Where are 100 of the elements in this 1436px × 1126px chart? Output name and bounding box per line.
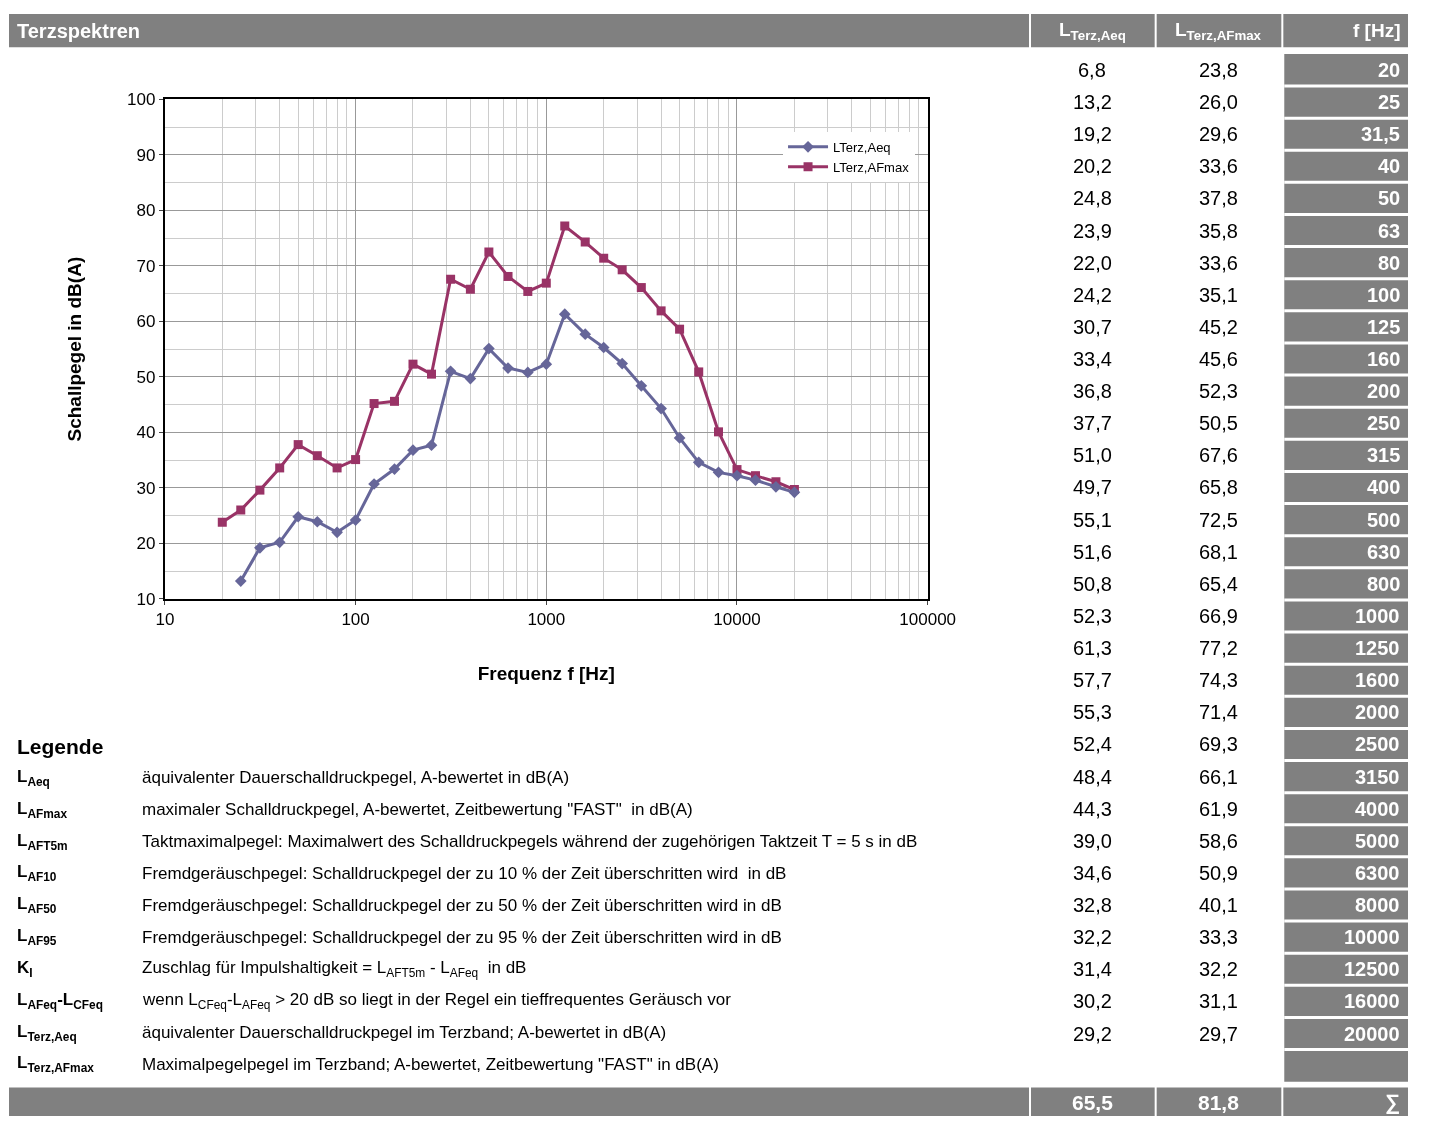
text: 32,2 — [1199, 958, 1238, 980]
text: 52,3 — [1199, 380, 1238, 402]
y-tick-label: 10 — [136, 589, 156, 609]
x-tick-label: 1000 — [527, 610, 566, 630]
text: ∑ — [1385, 1090, 1400, 1114]
text: Maximalpegelpegel im Terzband; A-bewertet, Zeitbewertung "FAST" in dB(A) — [142, 1055, 719, 1074]
y-tick-label: 50 — [136, 367, 156, 387]
point — [351, 455, 361, 465]
text: äquivalenter Dauerschalldruckpegel, A-bewertet in dB(A) — [142, 768, 570, 787]
text: 40,1 — [1199, 894, 1238, 916]
text: 71,4 — [1199, 701, 1238, 723]
text: 81,8 — [1198, 1091, 1240, 1114]
point — [311, 515, 324, 528]
x-tick-label: 100000 — [899, 610, 957, 630]
text: 24,2 — [1073, 284, 1112, 306]
text: 80 — [1378, 252, 1401, 274]
point — [788, 486, 801, 499]
y-tick-label: 80 — [136, 201, 156, 221]
y-tick-label: 30 — [136, 478, 156, 498]
point — [254, 541, 266, 554]
point — [425, 439, 438, 452]
point — [255, 485, 265, 495]
text: L$_{AFmax}$ — [17, 799, 68, 821]
text: 26,0 — [1199, 91, 1238, 113]
point — [580, 237, 590, 247]
point — [597, 341, 610, 354]
text: 45,6 — [1199, 348, 1238, 370]
text: Fremdgeräuschpegel: Schalldruckpegel der zu 95 % der Zeit überschritten wird in dB — [142, 928, 782, 947]
text: 19,2 — [1073, 123, 1112, 145]
text: 12500 — [1344, 958, 1400, 980]
text: L$_{AF10}$ — [17, 862, 57, 884]
text: L$_{AF95}$ — [17, 926, 57, 948]
text: 23,8 — [1199, 59, 1238, 81]
text: 44,3 — [1073, 798, 1112, 820]
text: L$_{AF50}$ — [17, 894, 57, 916]
text: 51,6 — [1073, 541, 1112, 563]
point — [712, 466, 725, 479]
text: L$_{Terz,Aeq}$ — [1059, 19, 1126, 43]
text: 37,8 — [1199, 187, 1238, 209]
text: f [Hz] — [1353, 20, 1401, 41]
text: 16000 — [1344, 990, 1400, 1012]
text: 55,1 — [1073, 509, 1112, 531]
point — [635, 379, 648, 392]
point — [731, 469, 743, 482]
point — [675, 324, 685, 334]
text: 32,8 — [1073, 894, 1112, 916]
point — [540, 358, 553, 370]
point — [503, 271, 513, 281]
point — [617, 265, 627, 275]
text: Fremdgeräuschpegel: Schalldruckpegel der zu 10 % der Zeit überschritten wird in dB — [142, 864, 787, 883]
text: K$_{I}$ — [17, 958, 33, 980]
point — [349, 514, 362, 526]
text: 68,1 — [1199, 541, 1238, 563]
point — [656, 306, 666, 316]
point — [369, 399, 379, 409]
y-tick-label: 60 — [136, 312, 156, 332]
point — [694, 367, 704, 377]
text: 67,6 — [1199, 444, 1238, 466]
text: 39,0 — [1073, 830, 1112, 852]
point — [523, 286, 533, 296]
text: 8000 — [1355, 894, 1400, 916]
point — [558, 308, 571, 321]
point — [770, 480, 782, 493]
text: 36,8 — [1073, 380, 1112, 402]
text: 1250 — [1355, 637, 1400, 659]
text: 51,0 — [1073, 444, 1112, 466]
text: 61,9 — [1199, 798, 1238, 820]
point — [521, 366, 534, 379]
text: 33,3 — [1199, 926, 1238, 948]
text: 52,4 — [1073, 733, 1112, 755]
text: 30,7 — [1073, 316, 1112, 338]
text: 55,3 — [1073, 701, 1112, 723]
y-tick-label: 20 — [136, 534, 156, 554]
text: 40 — [1378, 155, 1401, 177]
point — [408, 359, 418, 369]
text: 315 — [1367, 444, 1401, 466]
text: maximaler Schalldruckpegel, A-bewertet, Zeitbewertung "FAST" in dB(A) — [142, 800, 693, 819]
x-tick-label: 10000 — [713, 610, 761, 630]
point — [541, 278, 551, 288]
text: 65,5 — [1072, 1091, 1114, 1114]
point — [407, 444, 419, 457]
text: 2500 — [1355, 733, 1400, 755]
point — [655, 402, 667, 415]
text: 20,2 — [1073, 155, 1112, 177]
text: 24,8 — [1073, 187, 1112, 209]
point — [292, 510, 305, 523]
text: 4000 — [1355, 798, 1400, 820]
y-axis-title: Schallpegel in dB(A) — [64, 256, 86, 442]
text: 500 — [1367, 509, 1401, 531]
text: 52,3 — [1073, 605, 1112, 627]
point — [599, 253, 609, 263]
text: 61,3 — [1073, 637, 1112, 659]
text: L$_{AFeq}$-L$_{CFeq}$ — [17, 990, 103, 1012]
y-tick-label: 100 — [127, 90, 156, 110]
text: 20000 — [1344, 1023, 1400, 1045]
text: 35,8 — [1199, 220, 1238, 242]
point — [217, 517, 227, 527]
text: Taktmaximalpegel: Maximalwert des Schalldruckpegels während der zugehörigen Taktzeit T = 5 s in dB — [142, 832, 918, 851]
point — [749, 474, 762, 486]
point — [636, 283, 646, 293]
